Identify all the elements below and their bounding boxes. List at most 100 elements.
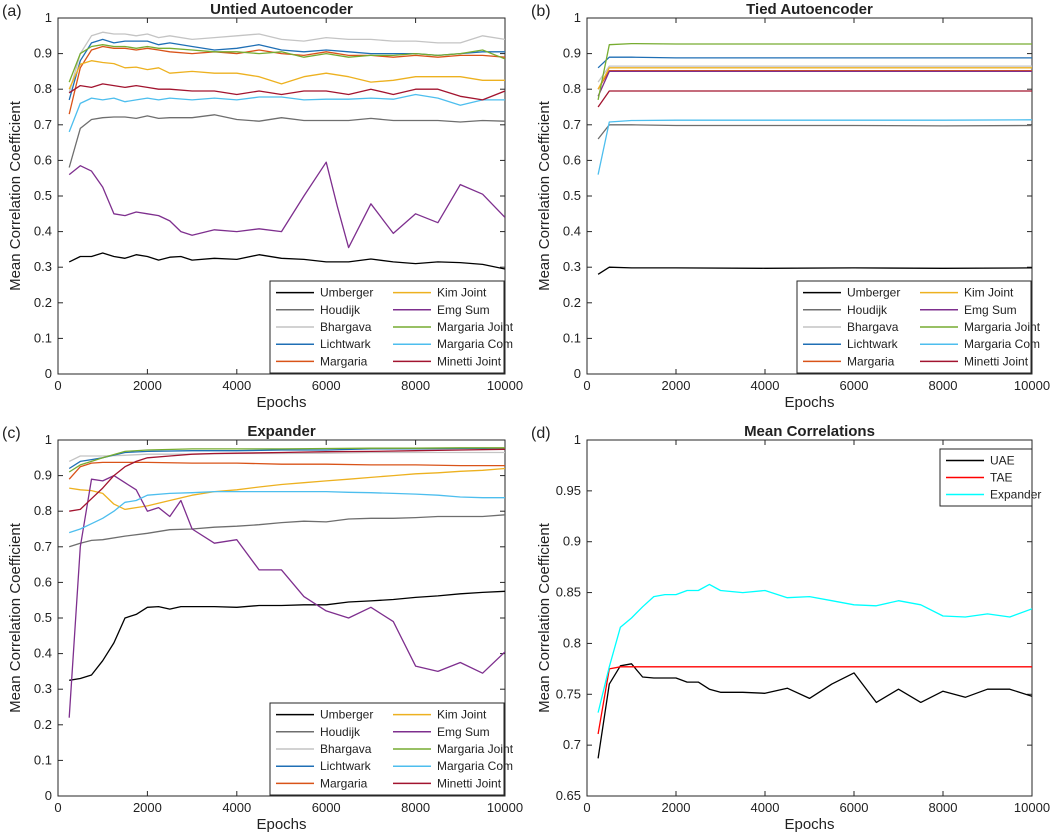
series-lines — [597, 583, 1032, 759]
x-tick-label: 10000 — [487, 800, 523, 815]
series-line-umberger — [68, 252, 505, 270]
series-line-lichtwark — [68, 447, 505, 470]
y-tick-label: 0.3 — [34, 681, 52, 696]
series-line-emg-sum — [68, 161, 505, 249]
y-tick-label: 1 — [574, 10, 581, 25]
y-tick-label: 1 — [45, 432, 52, 447]
x-tick-label: 0 — [54, 378, 61, 393]
y-tick-label: 0.6 — [563, 152, 581, 167]
series-line-minetti-joint — [68, 83, 505, 101]
series-lines — [68, 447, 505, 718]
series-line-bhargava — [68, 31, 505, 93]
series-line-houdijk — [597, 124, 1032, 140]
legend-label: Umberger — [320, 286, 373, 300]
y-axis-label: Mean Correlation Coefficient — [7, 522, 24, 713]
x-tick-label: 10000 — [1014, 800, 1050, 815]
legend-label: Houdijk — [320, 725, 361, 739]
legend-label: Bhargava — [320, 320, 372, 334]
chart-title: Expander — [247, 423, 316, 440]
y-tick-label: 0.95 — [556, 483, 581, 498]
x-tick-label: 2000 — [133, 378, 162, 393]
series-line-lichtwark — [597, 56, 1032, 69]
series-line-margaria-com — [68, 93, 505, 133]
series-line-kim-joint — [68, 60, 505, 90]
series-line-umberger — [69, 590, 505, 681]
x-tick-label: 6000 — [840, 378, 869, 393]
y-tick-label: 0.6 — [34, 152, 52, 167]
y-tick-label: 0.7 — [34, 539, 52, 554]
series-line-uae — [597, 663, 1032, 759]
series-line-tae — [597, 666, 1032, 735]
y-tick-label: 0.2 — [563, 295, 581, 310]
chart-panel-2: (c) Expander 0 2000 4000 6000 8000 10000 0 0.1 0.2… — [2, 423, 523, 833]
legend-label: Bhargava — [847, 320, 899, 334]
x-axis-label: Epochs — [784, 394, 834, 411]
series-line-houdijk — [68, 114, 505, 168]
y-tick-label: 0.9 — [563, 46, 581, 61]
x-tick-label: 0 — [54, 800, 61, 815]
x-tick-label: 0 — [583, 800, 590, 815]
x-axis-label: Epochs — [256, 816, 306, 833]
legend-label: Minetti Joint — [437, 354, 502, 368]
chart-panel-3: (d) Mean Correlations 0 2000 4000 6000 8000 100… — [531, 423, 1050, 833]
x-tick-label: 8000 — [929, 378, 958, 393]
y-tick-label: 0.5 — [34, 610, 52, 625]
y-tick-label: 0 — [574, 366, 581, 381]
series-lines — [597, 42, 1032, 275]
x-tick-label: 6000 — [312, 378, 341, 393]
y-tick-label: 0.4 — [563, 224, 581, 239]
y-tick-label: 0.8 — [34, 503, 52, 518]
legend-label: Margaria Joint — [964, 320, 1041, 334]
panel-label: (d) — [531, 425, 551, 442]
y-tick-label: 0 — [45, 366, 52, 381]
y-tick-label: 0.1 — [34, 752, 52, 767]
y-tick-label: 0.7 — [563, 737, 581, 752]
series-line-margaria-joint — [68, 44, 505, 83]
legend-label: Bhargava — [320, 742, 372, 756]
series-line-expander — [597, 583, 1032, 713]
legend-label: Margaria — [847, 354, 895, 368]
x-tick-label: 10000 — [487, 378, 523, 393]
legend-label: Emg Sum — [437, 725, 490, 739]
series-line-margaria-com — [597, 119, 1032, 175]
chart-title: Tied Autoencoder — [746, 1, 873, 18]
series-line-margaria-com — [68, 490, 505, 534]
y-tick-label: 0.9 — [563, 534, 581, 549]
series-line-bhargava — [597, 65, 1032, 83]
series-line-margaria — [68, 461, 505, 480]
x-tick-label: 6000 — [840, 800, 869, 815]
panel-label: (c) — [2, 425, 21, 442]
y-tick-label: 0.5 — [34, 188, 52, 203]
y-tick-label: 0.75 — [556, 686, 581, 701]
y-tick-label: 0.7 — [563, 117, 581, 132]
y-tick-label: 1 — [45, 10, 52, 25]
legend-label: Emg Sum — [964, 303, 1017, 317]
chart-panel-1: (b) Tied Autoencoder 0 2000 4000 6000 8000 1000… — [531, 1, 1050, 411]
y-tick-label: 0.85 — [556, 585, 581, 600]
x-tick-label: 4000 — [222, 800, 251, 815]
legend: UAE TAE Expander — [939, 448, 1041, 507]
y-tick-label: 0.3 — [34, 259, 52, 274]
x-tick-label: 4000 — [751, 378, 780, 393]
legend-label: Margaria — [320, 776, 368, 790]
series-line-bhargava — [68, 451, 505, 462]
y-tick-label: 0.8 — [563, 81, 581, 96]
y-axis-label: Mean Correlation Coefficient — [536, 100, 553, 291]
x-tick-label: 0 — [583, 378, 590, 393]
series-line-minetti-joint — [597, 90, 1032, 108]
legend-label: Expander — [990, 488, 1041, 502]
y-tick-label: 0.8 — [563, 635, 581, 650]
legend-label: Kim Joint — [964, 286, 1014, 300]
x-tick-label: 4000 — [222, 378, 251, 393]
panel-label: (b) — [531, 3, 551, 20]
y-tick-label: 0.1 — [34, 330, 52, 345]
series-line-margaria-joint — [68, 447, 505, 473]
y-tick-label: 0.8 — [34, 81, 52, 96]
x-axis-label: Epochs — [256, 394, 306, 411]
legend-label: UAE — [990, 454, 1015, 468]
series-line-houdijk — [68, 514, 505, 548]
x-tick-label: 2000 — [662, 800, 691, 815]
series-line-margaria — [597, 70, 1032, 90]
chart-title: Mean Correlations — [744, 423, 875, 440]
